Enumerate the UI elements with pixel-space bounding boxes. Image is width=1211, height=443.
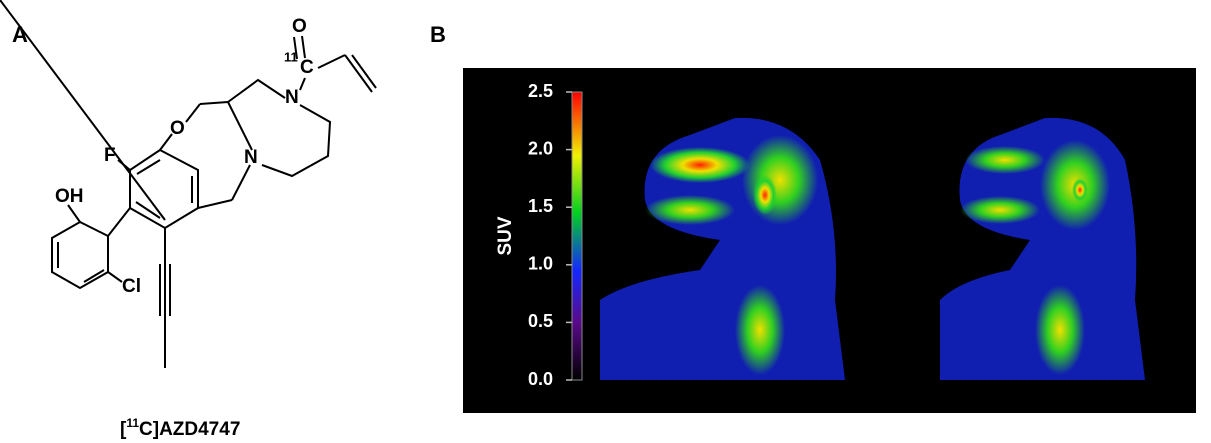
atom-label: N [285, 87, 299, 108]
colorbar-tick-label: 1.5 [528, 196, 553, 216]
colorbar-tick-label: 2.5 [528, 81, 553, 101]
compound-rest: C]AZD4747 [139, 419, 240, 440]
panel-label: B [430, 22, 446, 47]
isotope-label: 11 [284, 49, 298, 64]
colorbar-tick-label: 0.0 [528, 369, 553, 389]
panel-label: A [12, 22, 28, 47]
atom-label: O [292, 16, 307, 37]
structure-bonds [0, 0, 377, 368]
atom-label: C [300, 57, 314, 78]
atom-labels: O 11 C N N O F OH Cl [55, 16, 314, 297]
atom-label: OH [55, 186, 84, 207]
compound-name: [11C]AZD4747 [120, 416, 240, 440]
atom-label: N [244, 147, 258, 168]
colorbar-ticks: 0.0 0.5 1.0 1.5 2.0 2.5 [528, 81, 572, 389]
compound-open: [ [120, 419, 127, 440]
colorbar [571, 91, 583, 381]
colorbar-tick-label: 0.5 [528, 311, 553, 331]
colorbar-title: SUV [495, 216, 516, 255]
atom-label: Cl [122, 276, 141, 297]
pet-image-right [940, 117, 1145, 380]
atom-label: F [104, 145, 116, 166]
compound-isotope: 11 [126, 416, 139, 430]
colorbar-tick-label: 1.0 [528, 254, 553, 274]
colorbar-tick-label: 2.0 [528, 138, 553, 158]
atom-label: O [170, 118, 185, 139]
pet-image-left [600, 117, 845, 380]
